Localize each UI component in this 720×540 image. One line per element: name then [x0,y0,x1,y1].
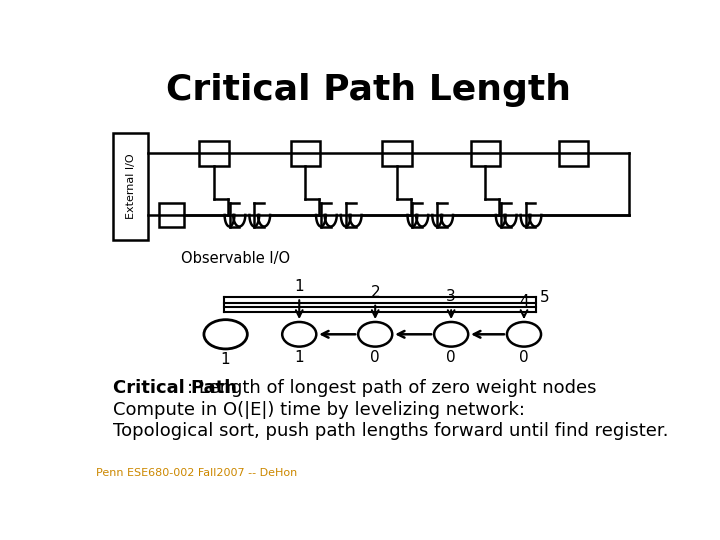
Text: 2: 2 [370,285,380,300]
Text: 1: 1 [294,279,304,294]
Text: 1: 1 [221,352,230,367]
Text: Critical Path Length: Critical Path Length [166,73,572,107]
Text: Topological sort, push path lengths forward until find register.: Topological sort, push path lengths forw… [113,422,669,440]
Text: 0: 0 [370,350,380,364]
Text: External I/O: External I/O [126,154,135,219]
Text: 5: 5 [540,290,550,305]
Text: 0: 0 [446,350,456,364]
Text: Critical Path: Critical Path [113,379,238,397]
Bar [199,141,229,166]
Text: 0: 0 [519,350,528,364]
Bar [382,141,412,166]
Text: 3: 3 [446,289,456,304]
Bar [471,141,500,166]
Text: Observable I/O: Observable I/O [181,251,291,266]
Text: Penn ESE680-002 Fall2007 -- DeHon: Penn ESE680-002 Fall2007 -- DeHon [96,468,297,478]
Bar [159,202,184,227]
Bar [113,132,148,240]
Text: Compute in O(|E|) time by levelizing network:: Compute in O(|E|) time by levelizing net… [113,401,526,418]
Bar [291,141,320,166]
Text: : Length of longest path of zero weight nodes: : Length of longest path of zero weight … [187,379,596,397]
Bar [559,141,588,166]
Text: 1: 1 [294,350,304,364]
Text: 4: 4 [519,294,528,309]
